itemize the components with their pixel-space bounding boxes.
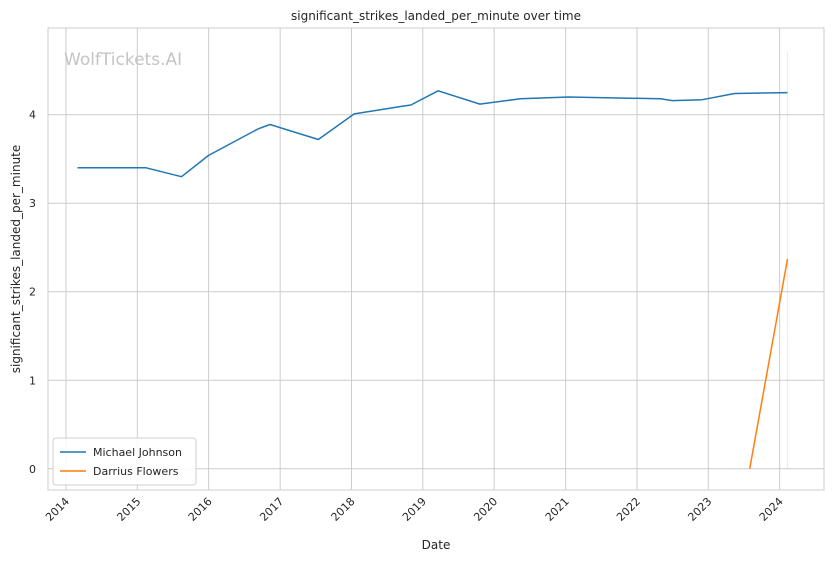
series-line-darrius-flowers	[748, 258, 789, 469]
x-tick-label-2016: 2016	[186, 495, 215, 524]
y-tick-label-2: 2	[29, 286, 36, 299]
x-tick-label-2014: 2014	[43, 495, 72, 524]
x-tick-label-2015: 2015	[114, 495, 143, 524]
x-tick-label-2023: 2023	[685, 495, 714, 524]
legend: Michael Johnson Darrius Flowers	[52, 437, 197, 486]
chart-title: significant_strikes_landed_per_minute ov…	[291, 9, 581, 23]
y-tick-label-0: 0	[29, 463, 36, 476]
y-tick-label-3: 3	[29, 197, 36, 210]
y-tick-label-4: 4	[29, 109, 36, 122]
x-tick-label-2021: 2021	[543, 495, 572, 524]
x-tick-label-2018: 2018	[329, 495, 358, 524]
x-axis-title: Date	[422, 538, 451, 552]
series-layer	[77, 51, 789, 469]
x-tick-label-2022: 2022	[614, 495, 643, 524]
series-line-michael-johnson	[77, 90, 788, 178]
x-tick-label-2024: 2024	[757, 495, 786, 524]
x-tick-label-2020: 2020	[471, 495, 500, 524]
legend-label-darrius-flowers: Darrius Flowers	[93, 465, 179, 478]
legend-label-michael-johnson: Michael Johnson	[93, 446, 182, 459]
plot-area	[47, 27, 825, 491]
x-tick-label-2019: 2019	[400, 495, 429, 524]
watermark: WolfTickets.AI	[64, 50, 182, 70]
legend-box	[52, 437, 197, 486]
x-axis: 2014 2015 2016 2017 2018 2019 2020 2021 2022 2023…	[43, 495, 786, 524]
y-axis: 0 1 2 3 4	[29, 109, 36, 476]
x-tick-label-2017: 2017	[257, 495, 286, 524]
y-axis-title: significant_strikes_landed_per_minute	[9, 145, 23, 374]
y-tick-label-1: 1	[29, 374, 36, 387]
